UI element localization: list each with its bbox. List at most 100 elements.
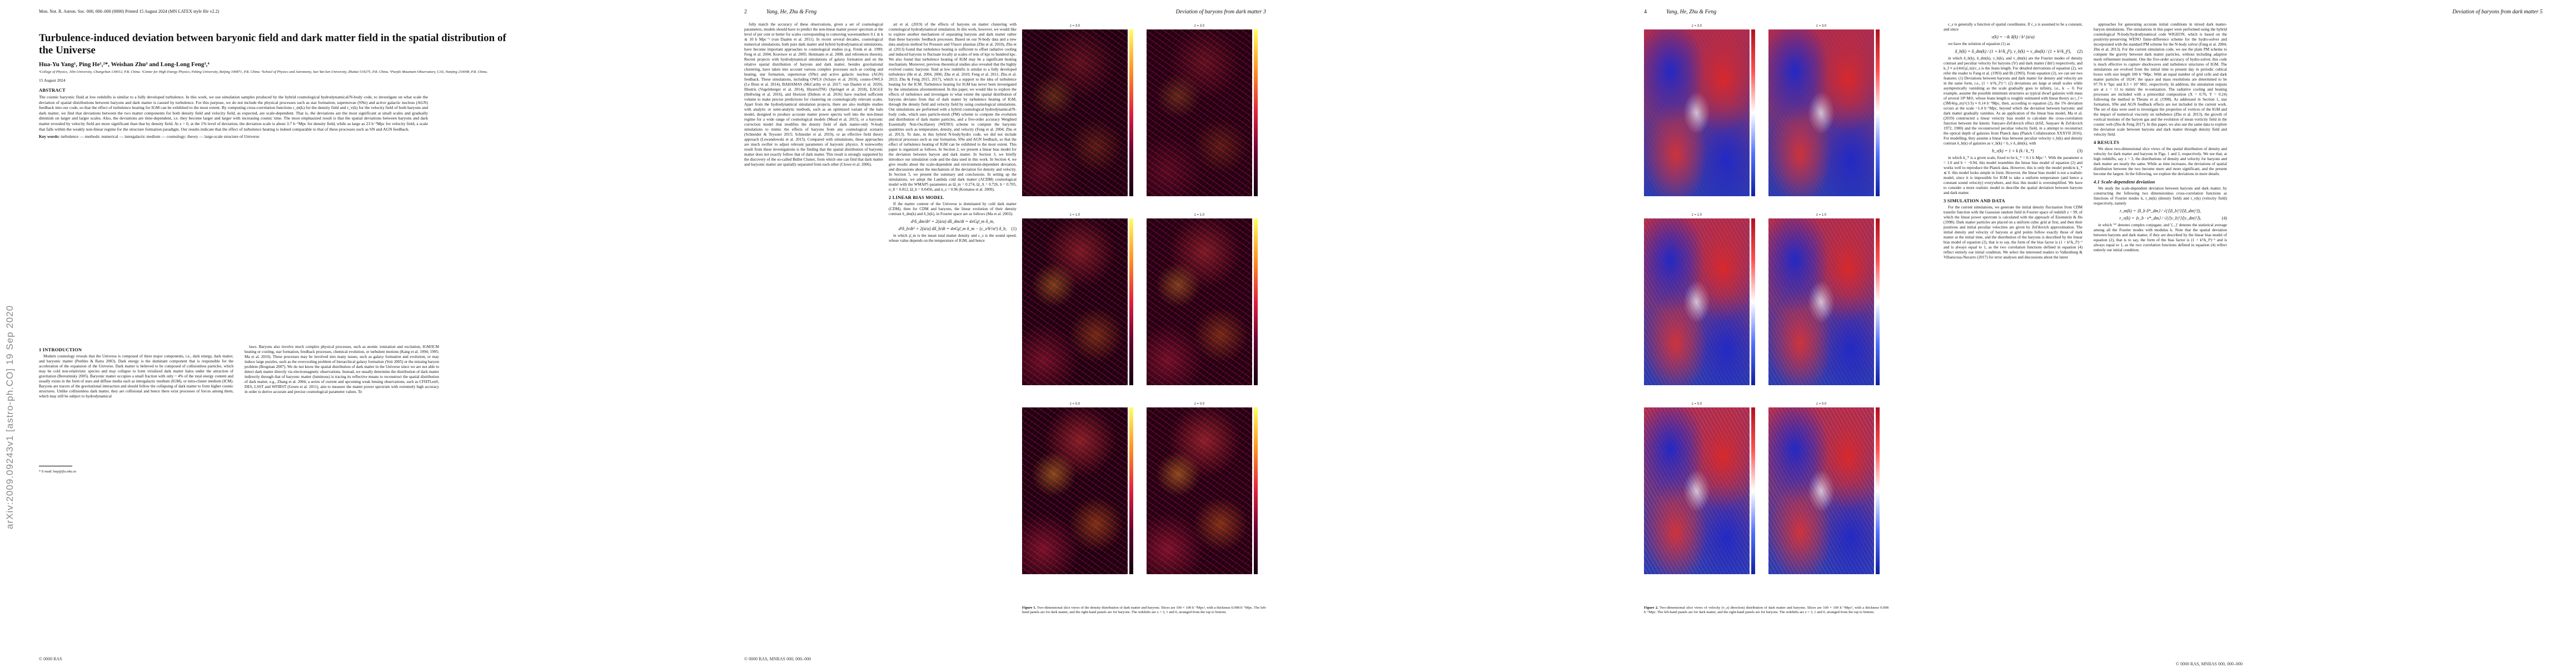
- colorbar-b-row1: [1876, 218, 1880, 385]
- page-3-header: 4 Yang, He, Zhu & Feng: [1644, 9, 1910, 18]
- colorbar-dm-row2: [1751, 407, 1755, 574]
- page-3: 4 Yang, He, Zhu & Feng z = 3.0 z = 3.0 z =…: [1288, 0, 1932, 667]
- page-1-footer: © 0000 RAS: [39, 656, 605, 661]
- colorbar-b-row2: [1254, 407, 1258, 574]
- page-2-footer-text: © 0000 RAS, MNRAS 000, 000–000: [744, 656, 811, 661]
- eq1-number: (1): [1011, 226, 1017, 231]
- panel-title-dm-row1: z = 1.0: [1691, 213, 1702, 217]
- sec41-text: We study the scale-dependent deviation b…: [2094, 186, 2227, 206]
- running-authors: Yang, He, Zhu & Feng: [766, 9, 817, 15]
- page-2-footer: © 0000 RAS, MNRAS 000, 000–000: [744, 656, 1249, 661]
- equation-2a: v(k) = −ik δ̇(k) / k² (ȧ/a): [1991, 34, 2035, 39]
- keywords-text: turbulence — methods: numerical — interg…: [61, 134, 260, 140]
- running-title: Deviation of baryons from dark matter 3: [1175, 9, 1266, 15]
- panel-dm-row1: [1644, 218, 1750, 385]
- panel-title-b-row1: z = 1.0: [1816, 213, 1827, 217]
- sec3-text: For the current simulations, we generate…: [1944, 205, 2082, 260]
- figure-2-label: Figure 2.: [1644, 606, 1658, 610]
- p4-text-b: in which δ_b(k), δ_dm(k), v_b(k), and v_…: [1944, 56, 2082, 146]
- keywords: Key words: turbulence — methods: numeric…: [39, 134, 428, 140]
- panel-b-row1: [1147, 218, 1252, 385]
- panel-b-row2: [1768, 407, 1874, 574]
- paper-title: Turbulence-induced deviation between bar…: [39, 32, 506, 56]
- sec41-tail: in which '*' denotes complex conjugate, …: [2094, 223, 2227, 252]
- panel-dm-row2: [1644, 407, 1750, 574]
- section-4-heading: 4 RESULTS: [2094, 140, 2120, 145]
- eq1a-text: d²δ_dm/dt² + 2(ȧ/a) dδ_dm/dt = 4πGρ̄_m δ…: [911, 219, 994, 224]
- colorbar-dm-row1: [1751, 218, 1755, 385]
- abstract-heading: ABSTRACT: [39, 87, 66, 93]
- p4-eq-lead: we have the solution of equation (1) as: [1948, 42, 2010, 46]
- panel-title-dm-row2: z = 0.0: [1069, 402, 1080, 406]
- page-5-header: Deviation of baryons from dark matter 5: [1944, 9, 2543, 18]
- page-2: 2 Yang, He, Zhu & Feng Deviation of bary…: [644, 0, 1288, 667]
- page-4-number: 4: [1644, 9, 1647, 15]
- page-4-text-column: c_s is generally a function of spatial c…: [1944, 22, 2082, 645]
- colorbar-b-row0: [1254, 29, 1258, 196]
- figure-1-label: Figure 1.: [1022, 606, 1037, 610]
- arxiv-stamp: arXiv:2009.09243v1 [astro-ph.CO] 19 Sep …: [4, 305, 15, 529]
- colorbar-b-row0: [1876, 29, 1880, 196]
- section-4-1-heading: 4.1 Scale-dependent deviation: [2094, 179, 2155, 185]
- section-1-heading: 1 INTRODUCTION: [39, 347, 82, 352]
- equation-4a: r_m(k) = ⟨δ_b δ*_dm⟩ / √(⟨|δ_b|²⟩⟨|δ_dm|…: [2120, 208, 2201, 213]
- p2-mid-text: ari et al. (2019) of the effects of bary…: [889, 22, 1017, 192]
- page-1-right-column: laws. Baryons also involve much complex …: [245, 345, 439, 634]
- colorbar-dm-row1: [1129, 218, 1133, 385]
- panel-title-dm-row2: z = 0.0: [1691, 402, 1702, 406]
- page-5-footer-text: © 0000 RAS, MNRAS 000, 000–000: [2175, 661, 2243, 666]
- page-number: 2: [744, 9, 747, 15]
- panel-b-row0: [1768, 29, 1874, 196]
- panel-title-b-row1: z = 1.0: [1194, 213, 1205, 217]
- page-4: Deviation of baryons from dark matter 5 …: [1932, 0, 2576, 667]
- panel-title-b-row0: z = 3.0: [1816, 24, 1827, 28]
- equation-1b: d²δ_b/dt² + 2(ȧ/a) dδ_b/dt = 4πGρ̄_m δ_m…: [889, 226, 1017, 231]
- figure-1-caption-text: Two-dimensional slice views of the densi…: [1022, 606, 1267, 615]
- page-1-left-column: 1 INTRODUCTION Modern cosmology reveals …: [39, 345, 233, 634]
- title-block: Turbulence-induced deviation between bar…: [39, 32, 517, 140]
- eq1b-text: d²δ_b/dt² + 2(ȧ/a) dδ_b/dt = 4πGρ̄_m δ_m…: [898, 226, 1007, 231]
- equation-3: b_v(k) = 1 + k (k / k_*) (3): [1944, 148, 2082, 153]
- colorbar-b-row2: [1876, 407, 1880, 574]
- page-1-header: Mon. Not. R. Astron. Soc. 000, 000–000 (…: [39, 9, 605, 18]
- eq3-text: b_v(k) = 1 + k (k / k_*): [1992, 148, 2034, 153]
- running-authors-2: Yang, He, Zhu & Feng: [1666, 9, 1717, 15]
- figure-2: z = 3.0 z = 3.0 z = 1.0 z = 1.0 z = 0.0 z = 0…: [1644, 22, 1889, 623]
- colorbar-dm-row2: [1129, 407, 1133, 574]
- panel-title-b-row0: z = 3.0: [1194, 24, 1205, 28]
- footnote: * E-mail: hep@jlu.edu.cn: [39, 470, 76, 474]
- footer-copyright: © 0000 RAS: [39, 656, 62, 661]
- affiliations: ¹College of Physics, Jilin University, C…: [39, 70, 488, 74]
- page-2-mid-column: ari et al. (2019) of the effects of bary…: [889, 22, 1017, 645]
- colorbar-dm-row0: [1129, 29, 1133, 196]
- sec2-tail: in which ρ̄_m is the mean total matter d…: [889, 233, 1017, 243]
- eq4b-text: r_v(k) = ⟨v_b · v*_dm⟩ / √(⟨|v_b|²⟩⟨|v_d…: [2119, 216, 2201, 221]
- figure-2-caption: Figure 2. Two-dimensional slice views of…: [1644, 606, 1889, 615]
- page-5-column: approaches for generating accurate initi…: [2094, 22, 2227, 645]
- equation-4b: r_v(k) = ⟨v_b · v*_dm⟩ / √(⟨|v_b|²⟩⟨|v_d…: [2094, 216, 2227, 221]
- p2-left-text: fully match the accuracy of these observ…: [744, 22, 883, 167]
- authors: Hua-Yu Yang¹, Ping He¹,²*, Weishan Zhu³ …: [39, 61, 210, 68]
- eq4-number: (4): [2221, 216, 2227, 221]
- eq3-number: (3): [2077, 148, 2082, 153]
- journal-header: Mon. Not. R. Astron. Soc. 000, 000–000 (…: [39, 9, 220, 14]
- figure-2-caption-text: Two-dimensional slice views of velocity …: [1644, 606, 1889, 615]
- panel-dm-row1: [1022, 218, 1128, 385]
- panel-b-row2: [1147, 407, 1252, 574]
- p4-text-a: c_s is generally a function of spatial c…: [1944, 22, 2082, 32]
- panel-dm-row0: [1022, 29, 1128, 196]
- intro-paragraph-1: Modern cosmology reveals that the Univer…: [39, 354, 233, 399]
- equation-1a: d²δ_dm/dt² + 2(ȧ/a) dδ_dm/dt = 4πGρ̄_m δ…: [889, 219, 1017, 224]
- colorbar-dm-row0: [1751, 29, 1755, 196]
- abstract-text: The cosmic baryonic fluid at low redshif…: [39, 94, 428, 132]
- panel-title-b-row2: z = 0.0: [1194, 402, 1205, 406]
- eq2-text: δ_b(k) = δ_dm(k) / (1 + k²/k_f²), v_b(k)…: [1955, 49, 2071, 54]
- panel-b-row0: [1147, 29, 1252, 196]
- p5-text: approaches for generating accurate initi…: [2094, 22, 2227, 137]
- keywords-label: Key words:: [39, 134, 60, 140]
- colorbar-b-row1: [1254, 218, 1258, 385]
- page-2-header: 2 Yang, He, Zhu & Feng Deviation of bary…: [744, 9, 1266, 18]
- panel-title-dm-row0: z = 3.0: [1069, 24, 1080, 28]
- panel-title-dm-row1: z = 1.0: [1069, 213, 1080, 217]
- intro-paragraph-2: laws. Baryons also involve much complex …: [245, 345, 439, 394]
